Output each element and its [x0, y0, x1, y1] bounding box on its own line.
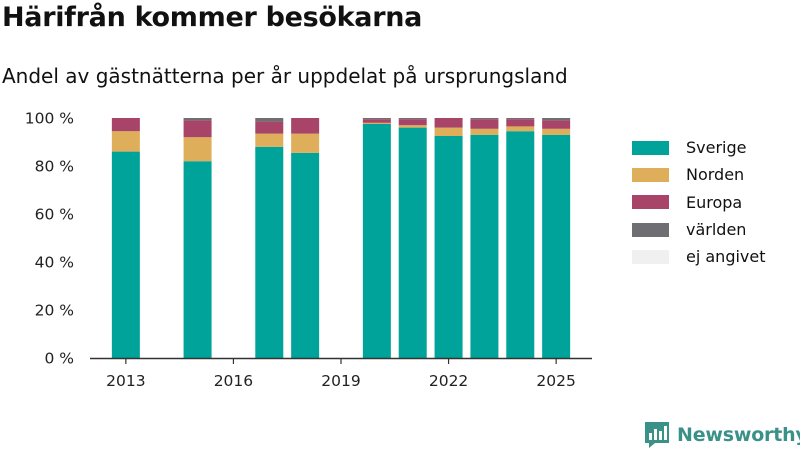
- legend-item: Europa: [632, 189, 766, 216]
- legend-item: Norden: [632, 161, 766, 188]
- chart-title: Härifrån kommer besökarna: [2, 2, 423, 33]
- bar-segment: [111, 131, 140, 152]
- x-tick-label: 2022: [429, 372, 468, 390]
- newsworthy-chart-icon: [645, 422, 669, 448]
- bar-segment: [542, 120, 571, 129]
- legend-swatch: [632, 140, 669, 155]
- chart-subtitle: Andel av gästnätterna per år uppdelat på…: [2, 64, 568, 88]
- bar-segment: [434, 127, 463, 136]
- legend-item: Sverige: [632, 134, 766, 161]
- bar-segment: [398, 127, 427, 358]
- bar-segment: [398, 125, 427, 128]
- x-tick-label: 2016: [214, 372, 253, 390]
- x-tick-label: 2013: [106, 372, 145, 390]
- legend-item: ej angivet: [632, 243, 766, 270]
- bar-segment: [398, 118, 427, 120]
- legend-label: Europa: [686, 192, 743, 212]
- y-tick-label: 60 %: [35, 206, 74, 224]
- bar-segment: [506, 119, 535, 127]
- bar-segment: [506, 118, 535, 120]
- bar-segment: [255, 121, 284, 134]
- legend-label: Norden: [686, 165, 745, 185]
- bar-segment: [362, 119, 391, 123]
- bar-segment: [542, 128, 571, 135]
- legend-swatch: [632, 222, 669, 237]
- y-tick-label: 100 %: [25, 110, 74, 128]
- bar-segment: [183, 118, 212, 121]
- bar-segment: [434, 118, 463, 128]
- bar-segment: [183, 137, 212, 162]
- y-tick-label: 0 %: [44, 350, 74, 368]
- legend-label: världen: [686, 220, 747, 240]
- bar-segment: [255, 118, 284, 122]
- bar-segment: [111, 151, 140, 358]
- bar-segment: [183, 161, 212, 358]
- bar-segment: [506, 131, 535, 358]
- legend-label: Sverige: [686, 138, 747, 158]
- bar-segment: [398, 119, 427, 126]
- brand-name: Newsworthy: [677, 424, 800, 446]
- bar-segment: [470, 128, 499, 135]
- bar-segment: [542, 134, 571, 358]
- bar-segment: [362, 124, 391, 358]
- bar-segment: [362, 118, 391, 120]
- legend-swatch: [632, 195, 669, 210]
- bar-segment: [255, 146, 284, 358]
- legend-item: världen: [632, 216, 766, 243]
- legend-swatch: [632, 249, 669, 264]
- bar-segment: [291, 152, 320, 358]
- bar-segment: [362, 122, 391, 124]
- bar-segment: [470, 119, 499, 129]
- bar-segment: [291, 118, 320, 134]
- bar-segment: [111, 118, 140, 132]
- chart-legend: Sverige Norden Europa världen ej angivet: [632, 134, 766, 270]
- y-tick-label: 20 %: [35, 302, 74, 320]
- bar-segment: [470, 134, 499, 358]
- y-tick-label: 80 %: [35, 158, 74, 176]
- bar-segment: [291, 133, 320, 153]
- bar-segment: [470, 118, 499, 120]
- bar-segment: [183, 120, 212, 138]
- legend-label: ej angivet: [686, 247, 766, 267]
- bar-segment: [542, 118, 571, 121]
- x-tick-label: 2019: [321, 372, 360, 390]
- legend-swatch: [632, 167, 669, 182]
- newsworthy-logo: Newsworthy: [644, 421, 800, 449]
- bar-segment: [506, 126, 535, 132]
- x-tick-label: 2025: [536, 372, 575, 390]
- y-tick-label: 40 %: [35, 254, 74, 272]
- bar-segment: [255, 133, 284, 147]
- bar-segment: [434, 136, 463, 358]
